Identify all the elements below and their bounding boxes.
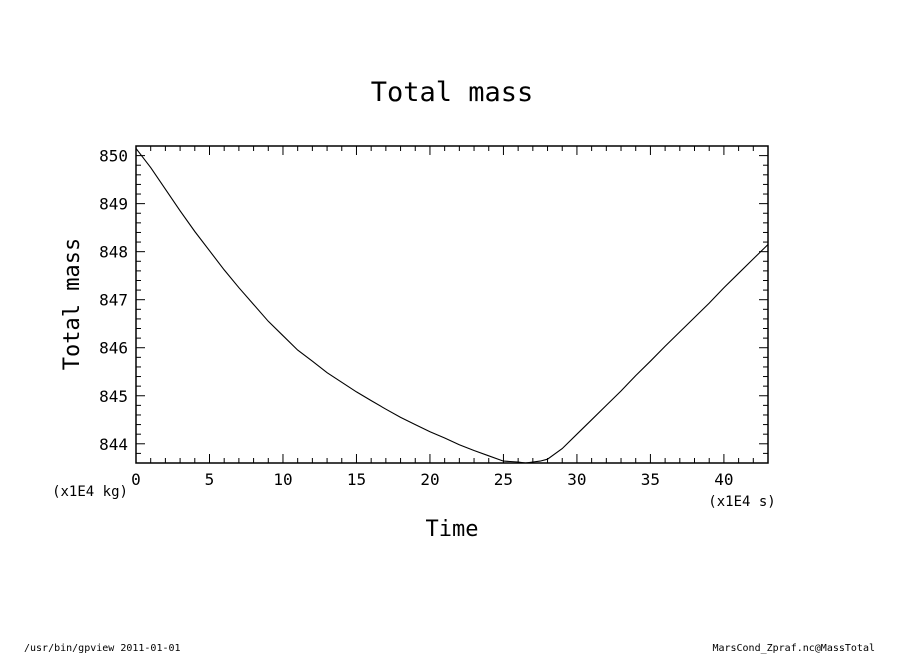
x-tick-label: 10 (273, 470, 292, 489)
y-tick-label: 849 (99, 195, 128, 214)
y-tick-label: 844 (99, 435, 128, 454)
x-tick-label: 30 (567, 470, 586, 489)
y-tick-label: 847 (99, 291, 128, 310)
y-axis-label: Total mass (60, 238, 85, 370)
x-tick-label: 20 (420, 470, 439, 489)
chart-title: Total mass (371, 77, 534, 108)
y-tick-label: 845 (99, 387, 128, 406)
x-axis-label: Time (426, 517, 479, 542)
y-tick-label: 848 (99, 243, 128, 262)
y-tick-label: 850 (99, 147, 128, 166)
x-tick-label: 15 (347, 470, 366, 489)
y-unit-label: (x1E4 kg) (52, 484, 128, 500)
x-tick-label: 25 (494, 470, 513, 489)
y-tick-label: 846 (99, 339, 128, 358)
plot-frame (135, 145, 769, 464)
y-axis-ticks: 844 845 846 847 848 849 850 (99, 145, 768, 464)
footer-right: MarsCond_Zpraf.nc@MassTotal (712, 643, 875, 654)
series-line (135, 148, 769, 464)
x-tick-label: 40 (714, 470, 733, 489)
x-tick-label: 0 (131, 470, 141, 489)
x-tick-label: 35 (641, 470, 660, 489)
footer-left: /usr/bin/gpview 2011-01-01 (24, 643, 181, 654)
x-axis-ticks: 0 5 10 15 20 25 30 35 40 (131, 146, 769, 489)
x-tick-label: 5 (205, 470, 215, 489)
x-unit-label: (x1E4 s) (708, 494, 775, 510)
